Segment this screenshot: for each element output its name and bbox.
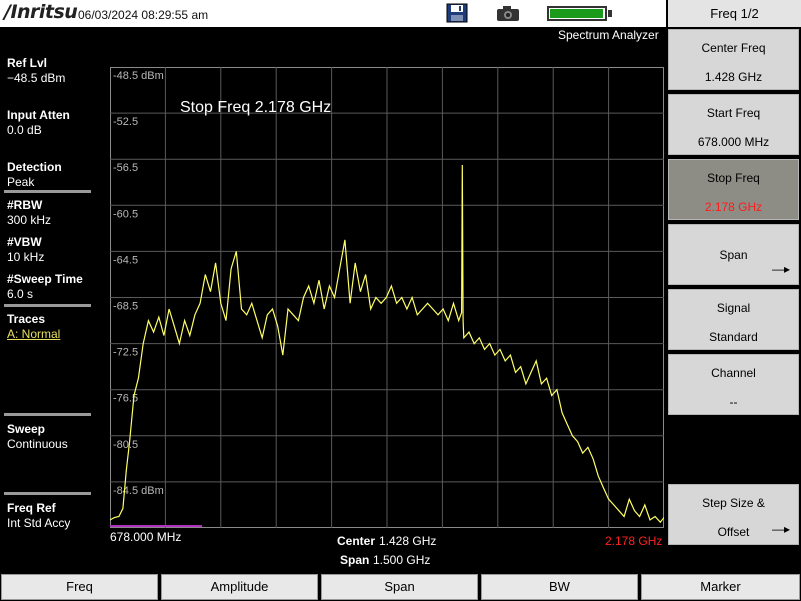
center-freq-readout: 1.428 GHz xyxy=(379,534,437,548)
camera-icon[interactable] xyxy=(496,6,520,22)
stop-freq-button[interactable]: Stop Freq 2.178 GHz xyxy=(668,159,799,220)
input-atten-label: Input Atten xyxy=(7,108,70,122)
ref-level-value: −48.5 dBm xyxy=(7,71,66,85)
channel-button-label: Channel xyxy=(711,366,756,380)
signal-standard-button-label: Signal xyxy=(716,301,751,315)
y-tick-label: -64.5 xyxy=(113,254,138,266)
span-readout: 1.500 GHz xyxy=(373,553,431,567)
y-tick-label: -76.5 xyxy=(113,393,138,405)
center-freq-button[interactable]: Center Freq 1.428 GHz xyxy=(668,29,799,90)
brand-logo: /Inritsu xyxy=(4,1,78,23)
tab-bw[interactable]: BW xyxy=(481,574,638,600)
start-freq-button-value: 678.000 MHz xyxy=(697,135,770,149)
center-label: Center xyxy=(337,534,376,548)
start-freq-button[interactable]: Start Freq 678.000 MHz xyxy=(668,94,799,155)
sweep-value: Continuous xyxy=(7,437,68,451)
y-tick-label: -48.5 dBm xyxy=(113,70,164,82)
stop-freq-button-value: 2.178 GHz xyxy=(704,200,763,214)
y-tick-label: -72.5 xyxy=(113,347,138,359)
tab-marker[interactable]: Marker xyxy=(641,574,800,600)
detection-value: Peak xyxy=(7,175,35,189)
detection-label: Detection xyxy=(7,160,62,174)
traces-value: A: Normal xyxy=(7,327,61,341)
signal-standard-button[interactable]: Signal Standard xyxy=(668,289,799,350)
divider xyxy=(4,413,91,416)
step-size-offset-button[interactable]: Step Size & Offset —▸ xyxy=(668,484,799,545)
vbw-value: 10 kHz xyxy=(7,250,45,264)
input-atten-value: 0.0 dB xyxy=(7,123,42,137)
freq-ref-value: Int Std Accy xyxy=(7,516,71,530)
span-label: Span xyxy=(340,553,370,567)
y-tick-label: -80.5 xyxy=(113,439,138,451)
step-size-button-value: Offset xyxy=(717,525,750,539)
submenu-arrow-icon: —▸ xyxy=(771,262,790,276)
divider xyxy=(4,190,91,193)
tab-span[interactable]: Span xyxy=(321,574,478,600)
battery-level-fill xyxy=(550,9,603,18)
stop-freq-readout: 2.178 GHz xyxy=(605,534,663,548)
menu-title: Freq 1/2 xyxy=(668,0,801,27)
step-size-button-label: Step Size & xyxy=(702,496,765,510)
center-freq-button-value: 1.428 GHz xyxy=(704,70,763,84)
sweep-time-value: 6.0 s xyxy=(7,287,34,301)
channel-button[interactable]: Channel -- xyxy=(668,354,799,415)
plot-title: Stop Freq 2.178 GHz xyxy=(180,99,332,116)
span-button[interactable]: Span —▸ xyxy=(668,224,799,285)
submenu-arrow-icon: —▸ xyxy=(771,522,790,536)
vbw-label: #VBW xyxy=(7,235,42,249)
y-tick-label: -68.5 xyxy=(113,301,138,313)
center-freq-button-label: Center Freq xyxy=(701,41,766,55)
sweep-time-label: #Sweep Time xyxy=(7,272,83,286)
span-button-label: Span xyxy=(719,248,748,262)
stop-freq-button-label: Stop Freq xyxy=(707,171,760,185)
traces-label: Traces xyxy=(7,312,46,326)
mode-label: Spectrum Analyzer xyxy=(558,28,659,42)
y-axis-labels: -48.5 dBm -52.5 -56.5 -60.5 -64.5 -68.5 -72.5 -… xyxy=(113,70,164,497)
rbw-value: 300 kHz xyxy=(7,213,52,227)
divider xyxy=(4,304,91,307)
divider xyxy=(4,492,91,495)
spectrum-plot[interactable]: -48.5 dBm -52.5 -56.5 -60.5 -64.5 -68.5 -72.5 -… xyxy=(110,67,664,528)
freq-ref-label: Freq Ref xyxy=(7,501,56,515)
y-tick-label: -56.5 xyxy=(113,162,138,174)
battery-icon xyxy=(547,6,607,21)
plot-grid xyxy=(110,67,664,528)
trace-a xyxy=(110,164,664,524)
y-tick-label: -84.5 dBm xyxy=(113,485,164,497)
sweep-label: Sweep xyxy=(7,422,46,436)
date-time: 06/03/2024 08:29:55 am xyxy=(78,8,209,22)
signal-standard-button-value: Standard xyxy=(709,330,758,344)
rbw-label: #RBW xyxy=(7,198,43,212)
channel-button-value: -- xyxy=(729,395,738,409)
disk-icon[interactable] xyxy=(446,3,468,23)
start-freq-readout: 678.000 MHz xyxy=(110,530,182,544)
start-freq-button-label: Start Freq xyxy=(706,106,761,120)
tab-freq[interactable]: Freq xyxy=(1,574,158,600)
tab-amplitude[interactable]: Amplitude xyxy=(161,574,318,600)
y-tick-label: -60.5 xyxy=(113,208,138,220)
ref-level-label: Ref Lvl xyxy=(7,56,48,70)
y-tick-label: -52.5 xyxy=(113,116,138,128)
battery-tip xyxy=(608,10,612,17)
